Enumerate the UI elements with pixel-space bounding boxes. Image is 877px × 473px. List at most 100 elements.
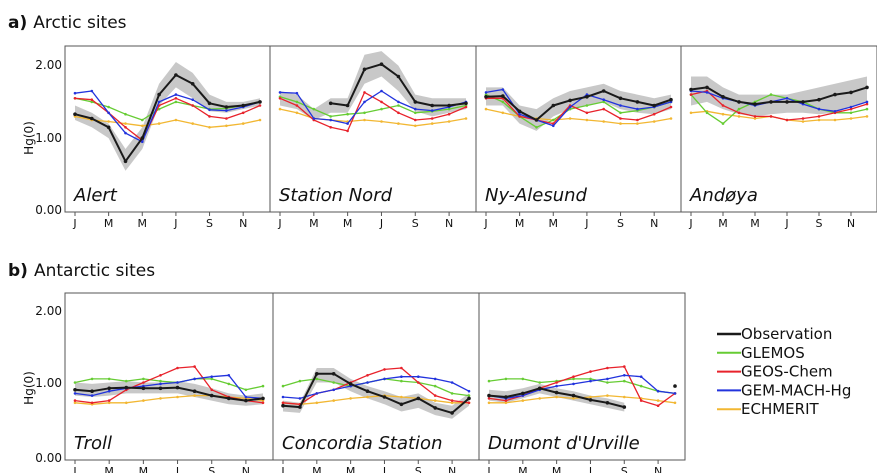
data-point <box>521 399 525 402</box>
data-point <box>142 399 145 402</box>
series-observation <box>484 89 673 122</box>
data-point <box>487 393 491 398</box>
data-point <box>295 91 299 95</box>
data-point <box>721 122 725 125</box>
data-point <box>606 366 609 370</box>
data-point <box>865 85 869 90</box>
panel-concordia-station: J M M J S N Concordia Station <box>272 292 480 473</box>
legend: ObservationGLEMOSGEOS-ChemGEM-MACH-HgECH… <box>717 325 851 418</box>
data-point <box>365 389 370 394</box>
data-point <box>467 401 471 405</box>
y-tick-label: 2.00 <box>35 304 62 318</box>
data-point <box>278 97 282 100</box>
data-point <box>380 89 383 93</box>
panel-a-letter: a) <box>8 13 27 33</box>
data-point <box>484 95 488 99</box>
data-point <box>833 118 837 122</box>
data-point <box>817 107 821 111</box>
legend-label: GLEMOS <box>741 344 805 362</box>
data-point <box>210 375 213 379</box>
data-point <box>281 403 285 408</box>
data-point <box>636 107 639 111</box>
data-point <box>159 382 162 386</box>
legend-label: Observation <box>741 325 832 343</box>
data-point <box>656 389 660 393</box>
x-tick-label: N <box>847 217 855 230</box>
data-point <box>753 117 757 120</box>
data-point <box>769 100 773 104</box>
site-name-label: Station Nord <box>279 185 393 206</box>
data-point <box>433 384 437 388</box>
series-line <box>488 374 676 400</box>
data-point <box>572 375 575 379</box>
data-point <box>281 384 285 388</box>
data-point <box>281 401 285 405</box>
data-point <box>487 379 491 383</box>
data-point <box>865 107 869 111</box>
data-point <box>737 111 741 115</box>
data-point <box>737 107 741 111</box>
x-tick-label: J <box>72 217 76 230</box>
data-point <box>191 98 194 101</box>
data-point <box>705 91 709 94</box>
data-point <box>817 97 821 102</box>
data-point <box>141 118 144 122</box>
data-point <box>90 389 94 394</box>
x-tick-label: N <box>239 217 247 230</box>
data-point <box>753 115 757 118</box>
data-point <box>606 377 609 381</box>
data-point <box>555 395 558 399</box>
series-observation <box>487 384 677 409</box>
data-point <box>366 381 369 384</box>
legend-label: GEOS-Chem <box>741 363 833 381</box>
x-tick-label: J <box>280 465 284 473</box>
data-point <box>652 120 656 123</box>
data-point <box>298 397 302 400</box>
data-point <box>450 392 454 395</box>
data-point <box>397 122 400 125</box>
data-point <box>380 100 383 104</box>
data-point <box>673 384 677 388</box>
data-point <box>849 111 853 115</box>
data-point <box>241 111 245 115</box>
y-ticks-b: 0.00 1.00 2.00 <box>35 304 62 465</box>
x-tick-label: J <box>588 465 592 473</box>
data-point <box>107 120 110 123</box>
data-point <box>589 370 592 373</box>
data-point <box>487 401 491 405</box>
legend-label: ECHMERIT <box>741 400 819 418</box>
data-point <box>636 118 639 122</box>
data-point <box>210 377 213 381</box>
data-point <box>124 131 127 135</box>
x-tick-label: N <box>242 465 250 473</box>
series-line <box>690 90 868 121</box>
data-point <box>227 382 231 386</box>
data-point <box>571 393 576 398</box>
data-point <box>652 112 656 116</box>
x-tick-label: M <box>104 217 114 230</box>
data-point <box>656 404 660 408</box>
data-point <box>521 391 525 396</box>
data-point <box>176 381 179 384</box>
data-point <box>417 381 420 384</box>
y-tick-label: 2.00 <box>35 58 62 72</box>
series-line <box>74 374 264 400</box>
data-point <box>258 118 262 122</box>
data-point <box>669 105 673 109</box>
x-tick-label: M <box>343 217 353 230</box>
x-tick-label: S <box>621 465 628 473</box>
data-point <box>572 397 575 400</box>
data-point <box>383 377 386 381</box>
data-point <box>504 399 508 402</box>
x-tick-label: J <box>277 217 281 230</box>
data-point <box>737 100 741 104</box>
panel-alert: J M M J S N Alert <box>64 45 271 230</box>
data-point <box>207 101 212 106</box>
data-point <box>555 381 558 384</box>
data-point <box>414 107 417 111</box>
data-point <box>315 372 319 376</box>
data-point <box>397 100 400 104</box>
x-tick-label: S <box>412 217 419 230</box>
data-point <box>447 112 451 116</box>
